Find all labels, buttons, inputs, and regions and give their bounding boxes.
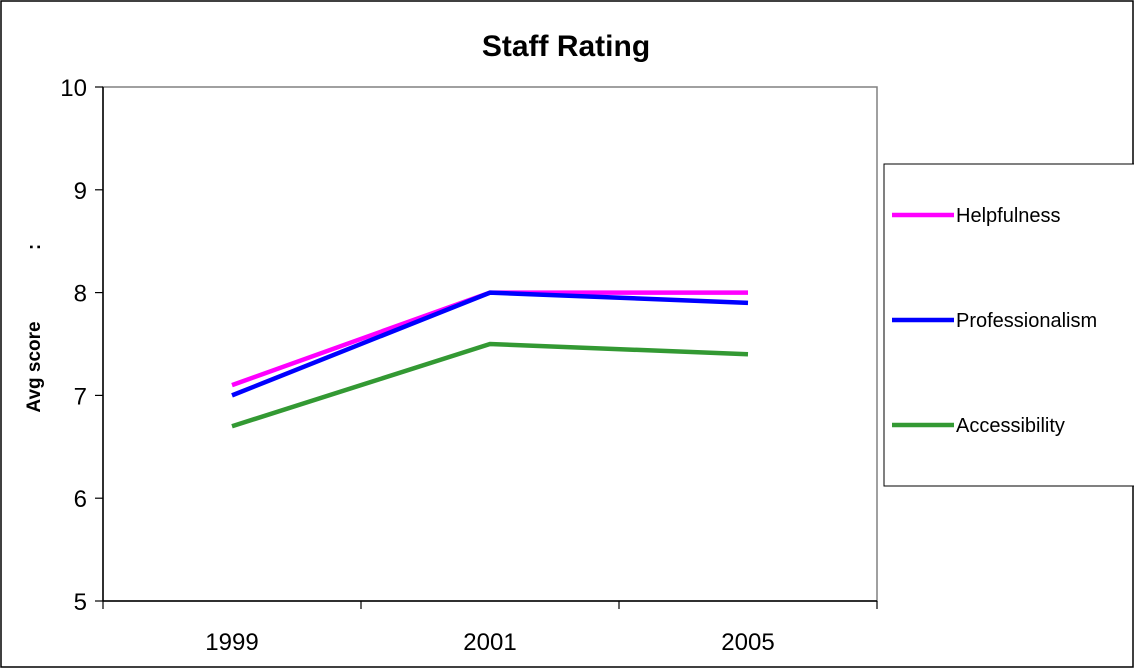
chart-title: Staff Rating (482, 30, 650, 63)
legend-label: Professionalism (956, 310, 1097, 332)
legend: Helpfulness Professionalism Accessibility (883, 163, 1134, 487)
x-tick-label: 2001 (463, 629, 516, 656)
legend-label: Helpfulness (956, 205, 1061, 227)
x-tick-label: 2005 (721, 629, 774, 656)
y-tick-label: 7 (74, 383, 87, 410)
y-tick-label: 5 (74, 589, 87, 616)
x-tick-label: 1999 (205, 629, 258, 656)
y-tick-label: 6 (74, 486, 87, 513)
series-layer (231, 290, 749, 429)
axes: 5 6 7 8 9 10 1999 2001 2005 (60, 75, 878, 656)
series-line-professionalism (231, 290, 749, 398)
y-tick-label: 10 (60, 75, 87, 102)
legend-label: Accessibility (956, 415, 1065, 437)
y-axis-label-mark: : (24, 244, 45, 250)
series-line-accessibility (231, 341, 749, 429)
y-axis-label: Avg score (24, 321, 45, 412)
y-tick-label: 8 (74, 281, 87, 308)
legend-box (883, 163, 1134, 487)
y-tick-label: 9 (74, 178, 87, 205)
